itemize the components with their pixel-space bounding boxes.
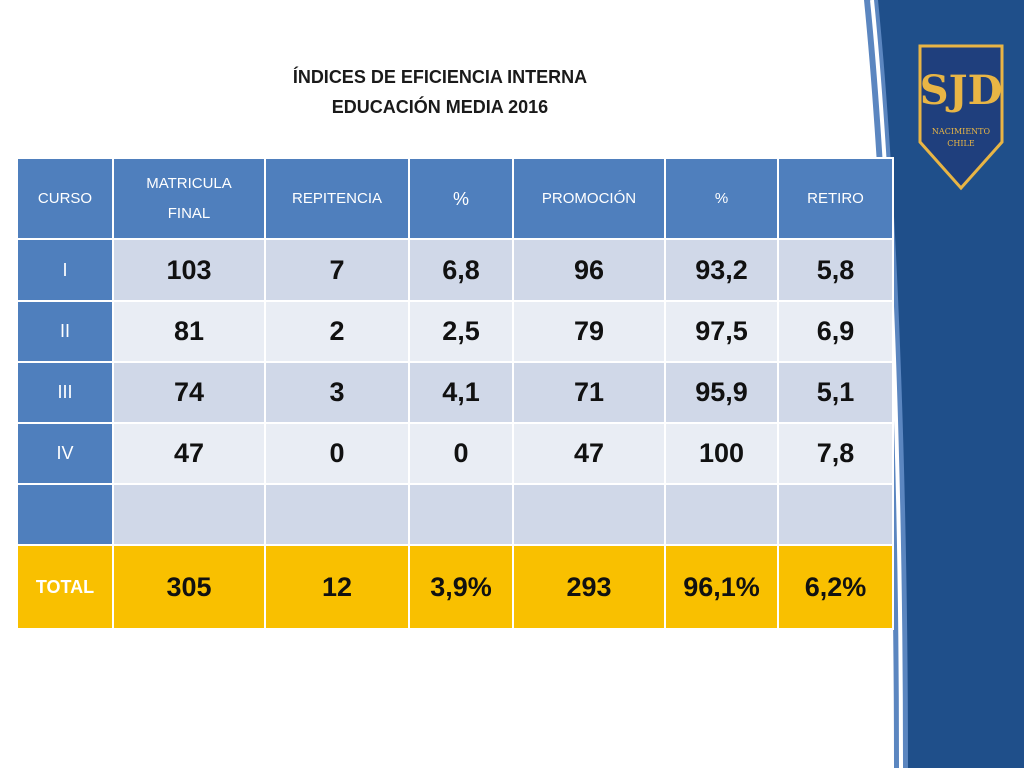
- logo-text: SJD: [920, 67, 1003, 114]
- header-curso: CURSO: [18, 159, 112, 238]
- cell-promocion-percent: 95,9: [666, 363, 777, 422]
- school-crest-logo: SJD NACIMIENTO CHILE: [916, 42, 1006, 192]
- header-promocion: PROMOCIÓN: [514, 159, 664, 238]
- right-decorative-band: [864, 0, 1024, 768]
- table-row: IV 47 0 0 47 100 7,8: [18, 424, 892, 483]
- cell-promocion: 79: [514, 302, 664, 361]
- logo-subtext-1: NACIMIENTO: [932, 127, 991, 136]
- row-curso-label: IV: [18, 424, 112, 483]
- cell-matricula: 81: [114, 302, 264, 361]
- cell-matricula: 47: [114, 424, 264, 483]
- cell-promocion-percent: 97,5: [666, 302, 777, 361]
- row-curso-label: [18, 485, 112, 544]
- cell-repitencia-percent: 6,8: [410, 240, 512, 300]
- cell-promocion: 71: [514, 363, 664, 422]
- row-curso-label: III: [18, 363, 112, 422]
- cell-repitencia-percent: 2,5: [410, 302, 512, 361]
- cell-empty: [410, 485, 512, 544]
- header-matricula-final: MATRICULA FINAL: [114, 159, 264, 238]
- cell-retiro: 6,9: [779, 302, 892, 361]
- header-repitencia-percent: %: [410, 159, 512, 238]
- cell-matricula: 74: [114, 363, 264, 422]
- cell-promocion-percent: 100: [666, 424, 777, 483]
- header-repitencia: REPITENCIA: [266, 159, 408, 238]
- total-repitencia: 12: [266, 546, 408, 628]
- cell-retiro: 5,1: [779, 363, 892, 422]
- slide-title: ÍNDICES DE EFICIENCIA INTERNA EDUCACIÓN …: [140, 62, 740, 122]
- cell-empty: [266, 485, 408, 544]
- total-matricula: 305: [114, 546, 264, 628]
- total-promocion-percent: 96,1%: [666, 546, 777, 628]
- table-row-empty: [18, 485, 892, 544]
- table-row: II 81 2 2,5 79 97,5 6,9: [18, 302, 892, 361]
- title-line-1: ÍNDICES DE EFICIENCIA INTERNA: [292, 67, 588, 87]
- row-curso-label: I: [18, 240, 112, 300]
- cell-repitencia-percent: 4,1: [410, 363, 512, 422]
- cell-repitencia: 2: [266, 302, 408, 361]
- cell-repitencia: 0: [266, 424, 408, 483]
- cell-promocion-percent: 93,2: [666, 240, 777, 300]
- cell-promocion: 47: [514, 424, 664, 483]
- table-row: I 103 7 6,8 96 93,2 5,8: [18, 240, 892, 300]
- cell-empty: [666, 485, 777, 544]
- table-total-row: TOTAL 305 12 3,9% 293 96,1% 6,2%: [18, 546, 892, 628]
- table-header-row: CURSO MATRICULA FINAL REPITENCIA % PROMOC…: [18, 159, 892, 238]
- cell-matricula: 103: [114, 240, 264, 300]
- cell-promocion: 96: [514, 240, 664, 300]
- total-retiro: 6,2%: [779, 546, 892, 628]
- cell-repitencia: 7: [266, 240, 408, 300]
- cell-empty: [779, 485, 892, 544]
- cell-retiro: 5,8: [779, 240, 892, 300]
- cell-repitencia: 3: [266, 363, 408, 422]
- cell-retiro: 7,8: [779, 424, 892, 483]
- logo-subtext-2: CHILE: [947, 139, 975, 148]
- efficiency-table: CURSO MATRICULA FINAL REPITENCIA % PROMOC…: [16, 157, 894, 630]
- table-row: III 74 3 4,1 71 95,9 5,1: [18, 363, 892, 422]
- header-promocion-percent: %: [666, 159, 777, 238]
- header-retiro: RETIRO: [779, 159, 892, 238]
- cell-repitencia-percent: 0: [410, 424, 512, 483]
- title-line-2: EDUCACIÓN MEDIA 2016: [331, 97, 549, 117]
- total-label: TOTAL: [18, 546, 112, 628]
- cell-empty: [114, 485, 264, 544]
- total-promocion: 293: [514, 546, 664, 628]
- cell-empty: [514, 485, 664, 544]
- total-repitencia-percent: 3,9%: [410, 546, 512, 628]
- row-curso-label: II: [18, 302, 112, 361]
